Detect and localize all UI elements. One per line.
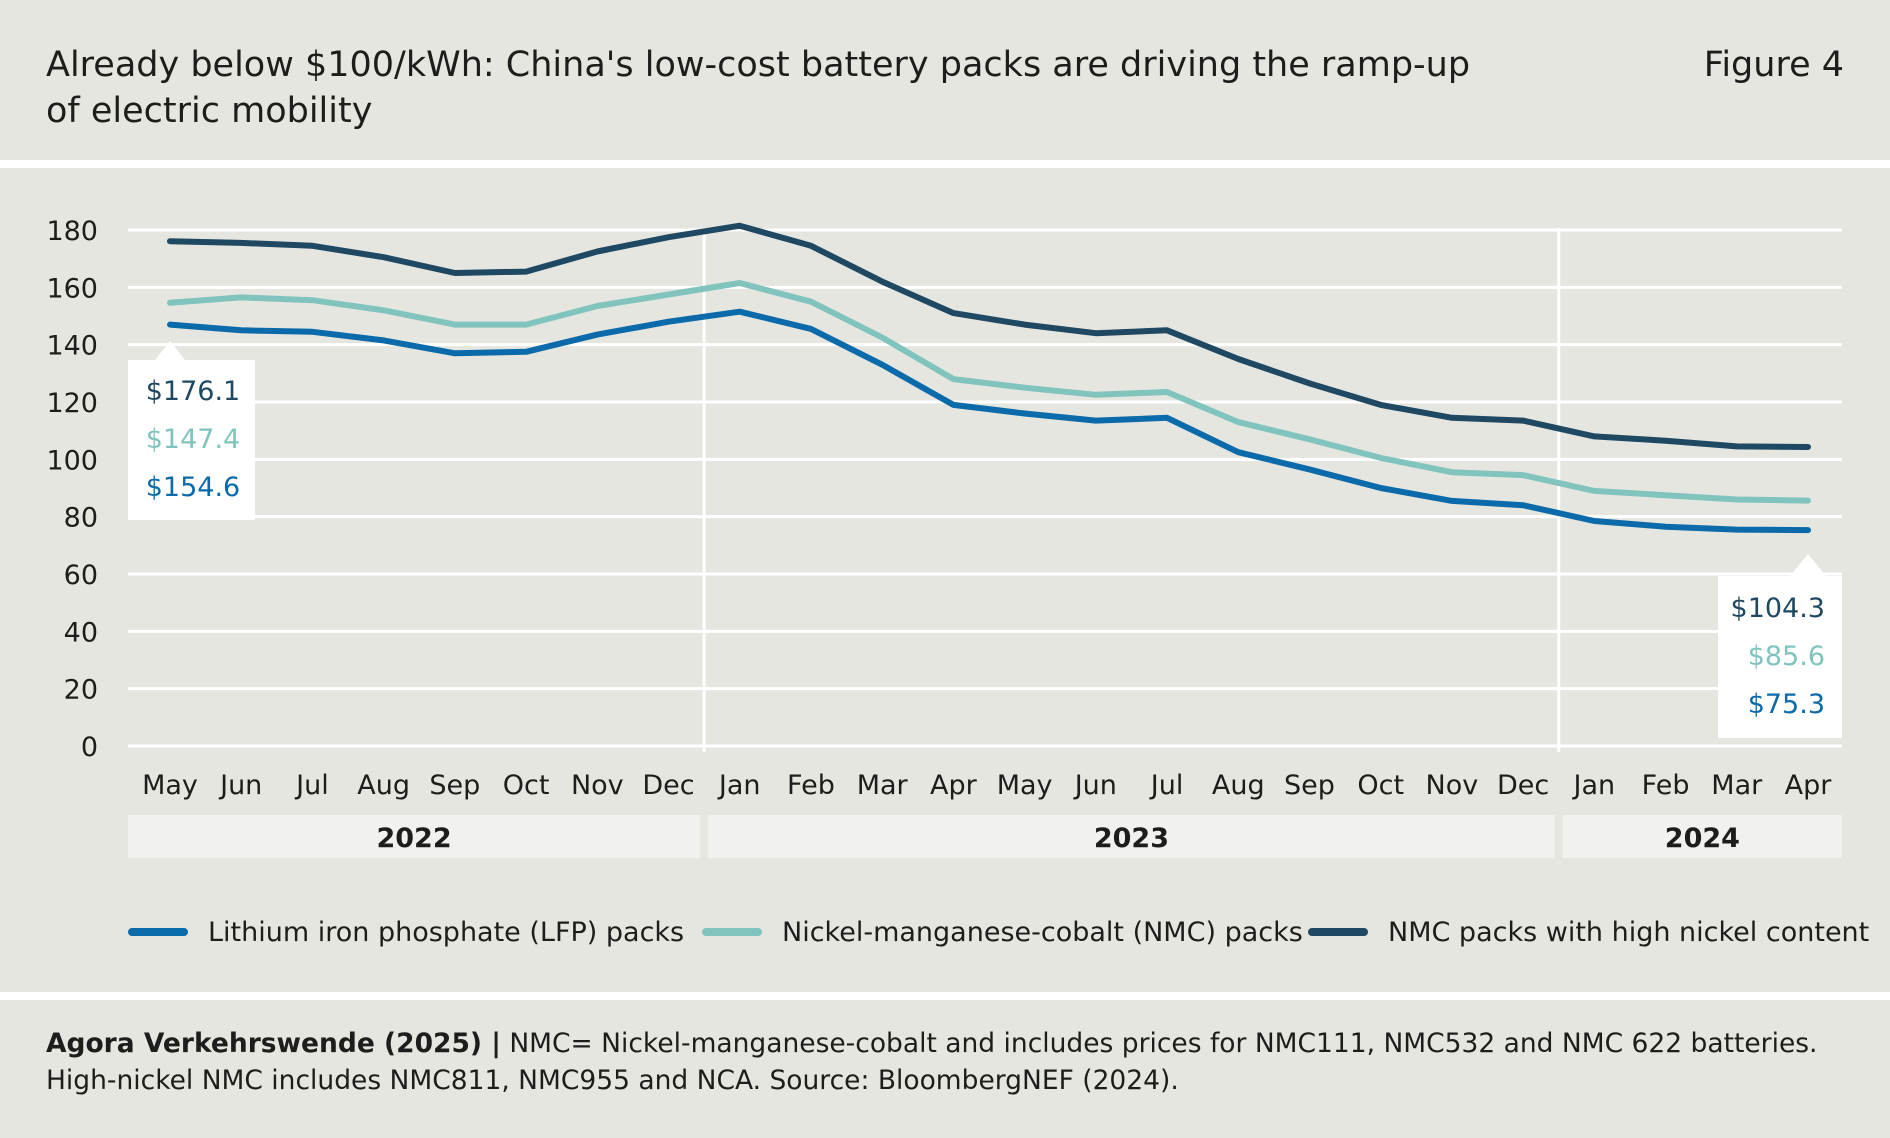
y-tick-label: 100 (46, 445, 98, 476)
end-callout-box (1718, 576, 1842, 738)
x-tick-label: May (997, 770, 1053, 801)
legend-label: NMC packs with high nickel content (1388, 917, 1869, 948)
end-callout-pointer (1790, 554, 1826, 576)
x-tick-label: Feb (787, 770, 835, 801)
series-line-lfp (167, 308, 1811, 534)
x-tick-label: May (142, 770, 198, 801)
header-panel: Already below $100/kWh: China's low-cost… (0, 0, 1890, 160)
x-tick-label: Aug (357, 770, 410, 801)
start-value-label: $176.1 (146, 376, 240, 407)
y-tick-label: 20 (64, 675, 98, 706)
x-tick-label: Jan (1572, 770, 1616, 801)
x-tick-label: Nov (1426, 770, 1479, 801)
x-tick-label: Apr (1785, 770, 1833, 801)
legend-label: Lithium iron phosphate (LFP) packs (208, 917, 684, 948)
y-tick-label: 40 (64, 617, 98, 648)
footer-source: Agora Verkehrswende (2025) | (46, 1028, 501, 1059)
y-tick-label: 80 (64, 503, 98, 534)
x-tick-label: Jun (1073, 770, 1117, 801)
y-tick-label: 160 (46, 273, 98, 304)
footer-note-text: NMC= Nickel-manganese-cobalt and include… (46, 1028, 1818, 1096)
x-tick-label: Sep (429, 770, 480, 801)
footer-panel (0, 1000, 1890, 1138)
y-tick-label: 60 (64, 560, 98, 591)
chart-panel: 0 20 40 60 80 100 120 140 160 180 May Jun Jul Aug Sep O… (0, 168, 1890, 992)
legend-label: Nickel-manganese-cobalt (NMC) packs (782, 917, 1303, 948)
series-line-high_nickel (167, 222, 1811, 450)
year-label: 2022 (376, 823, 451, 854)
x-tick-label: Sep (1284, 770, 1335, 801)
y-tick-label: 140 (46, 331, 98, 362)
x-tick-label: Jul (294, 770, 329, 801)
end-value-label: $104.3 (1731, 593, 1825, 624)
year-band (708, 815, 1555, 858)
year-label: 2023 (1094, 823, 1169, 854)
figure-label: Figure 4 (1703, 45, 1844, 85)
x-tick-label: Nov (571, 770, 624, 801)
y-tick-label: 180 (46, 216, 98, 247)
start-value-label: $154.6 (146, 472, 240, 503)
end-value-label: $75.3 (1748, 689, 1825, 720)
year-band (128, 815, 701, 858)
x-tick-label: Dec (642, 770, 694, 801)
x-tick-label: Oct (1357, 770, 1404, 801)
x-tick-label: Jan (717, 770, 761, 801)
footer-note: Agora Verkehrswende (2025) | NMC= Nickel… (46, 1025, 1846, 1099)
year-label: 2024 (1665, 823, 1740, 854)
x-tick-label: Mar (857, 770, 909, 801)
x-tick-label: Feb (1642, 770, 1690, 801)
y-tick-label: 0 (81, 732, 98, 763)
start-value-label: $147.4 (146, 424, 240, 455)
x-tick-label: Jul (1149, 770, 1184, 801)
x-tick-label: Aug (1212, 770, 1265, 801)
x-tick-label: Jun (218, 770, 262, 801)
series-line-nmc (167, 280, 1811, 504)
line-chart: 0 20 40 60 80 100 120 140 160 180 May Jun Jul Aug Sep O… (46, 216, 1869, 948)
start-callout-box (128, 360, 255, 520)
end-value-label: $85.6 (1748, 641, 1825, 672)
x-tick-label: Mar (1711, 770, 1763, 801)
start-callout-pointer (155, 341, 185, 360)
chart-title: Already below $100/kWh: China's low-cost… (46, 45, 1471, 131)
x-tick-label: Oct (503, 770, 550, 801)
x-tick-label: Dec (1497, 770, 1549, 801)
y-tick-label: 120 (46, 388, 98, 419)
year-band (1562, 815, 1842, 858)
x-tick-label: Apr (930, 770, 978, 801)
